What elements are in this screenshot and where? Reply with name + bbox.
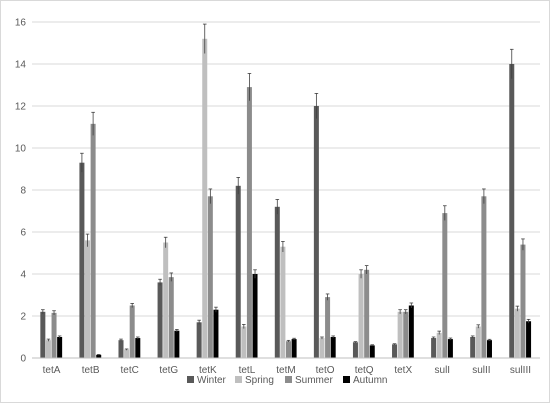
bar-winter-teta	[40, 311, 46, 358]
legend: Winter Spring Summer Autumn	[187, 375, 387, 386]
category-label: tetG	[159, 365, 178, 376]
y-tick-label: 0	[20, 354, 26, 365]
bar-autumn-tetb	[96, 354, 102, 358]
bar-winter-tetx	[392, 344, 398, 358]
bar-summer-sulii	[481, 196, 487, 358]
error-bars	[41, 23, 531, 356]
y-tick-label: 10	[15, 144, 27, 155]
bar-summer-tetx	[403, 311, 409, 358]
bar-autumn-tetx	[408, 305, 414, 358]
bar-spring-tetg	[163, 242, 169, 358]
bar-winter-tetk	[196, 322, 202, 358]
bar-summer-tetb	[90, 123, 96, 358]
bar-winter-tetq	[352, 342, 358, 358]
y-tick-label: 4	[20, 270, 26, 281]
x-axis-category-labels: tetA tetB tetC tetG tetK tetL tetM tetO tetQ tetX…	[43, 365, 531, 376]
bar-autumn-tetg	[174, 330, 180, 358]
bar-spring-tetq	[358, 274, 364, 358]
bar-summer-teto	[325, 297, 331, 358]
bar-spring-tetx	[397, 311, 403, 358]
legend-swatch-spring	[235, 376, 242, 383]
category-label: tetB	[82, 365, 100, 376]
bar-spring-teta	[45, 340, 51, 358]
category-label: tetM	[276, 365, 295, 376]
category-label: sulI	[435, 365, 451, 376]
category-label: sulII	[472, 365, 490, 376]
bar-spring-tetc	[124, 349, 130, 358]
legend-swatch-summer	[285, 376, 292, 383]
legend-label-autumn: Autumn	[353, 375, 387, 386]
bar-spring-suliii	[514, 308, 520, 358]
bar-summer-tetk	[207, 196, 213, 358]
bar-autumn-teta	[57, 337, 63, 358]
legend-label-summer: Summer	[295, 375, 333, 386]
y-tick-label: 2	[20, 312, 26, 323]
bars	[40, 38, 532, 359]
bar-winter-teto	[313, 106, 319, 358]
bar-summer-tetc	[129, 305, 135, 358]
y-axis-tick-labels: 0 2 4 6 8 10 12 14 16	[15, 18, 27, 365]
category-label: tetO	[316, 365, 335, 376]
bar-autumn-suli	[447, 339, 453, 358]
bar-spring-tetb	[85, 240, 91, 358]
bar-summer-tetl	[246, 87, 252, 358]
bar-autumn-suliii	[526, 321, 532, 358]
legend-label-winter: Winter	[197, 375, 227, 386]
bar-winter-sulii	[470, 337, 476, 358]
legend-swatch-autumn	[343, 376, 350, 383]
bar-winter-tetm	[274, 206, 280, 358]
category-label: tetA	[43, 365, 61, 376]
bar-spring-sulii	[475, 326, 481, 358]
category-label: tetX	[394, 365, 412, 376]
bar-autumn-tetl	[252, 274, 258, 358]
gridlines	[32, 21, 540, 317]
bar-spring-tetk	[202, 38, 208, 359]
legend-swatch-winter	[187, 376, 194, 383]
bar-winter-tetc	[118, 340, 124, 358]
bar-spring-tetl	[241, 326, 247, 358]
bar-summer-tetg	[168, 277, 174, 358]
bar-autumn-sulii	[486, 340, 492, 358]
y-tick-label: 16	[15, 18, 27, 29]
category-label: tetL	[239, 365, 256, 376]
bar-summer-suliii	[520, 244, 526, 358]
legend-label-spring: Spring	[245, 375, 274, 386]
y-tick-label: 12	[15, 102, 27, 113]
category-label: tetC	[121, 365, 139, 376]
bar-autumn-tetq	[369, 345, 375, 358]
bar-autumn-tetc	[135, 338, 141, 358]
y-tick-label: 8	[20, 186, 26, 197]
y-tick-label: 6	[20, 228, 26, 239]
bar-summer-tetq	[364, 269, 370, 358]
category-label: sulIII	[510, 365, 531, 376]
bar-winter-suliii	[509, 64, 515, 358]
category-label: tetK	[199, 365, 217, 376]
category-label: tetQ	[355, 365, 374, 376]
bar-summer-suli	[442, 213, 448, 358]
bar-winter-tetb	[79, 162, 85, 358]
bar-summer-tetm	[286, 341, 291, 358]
bar-winter-tetl	[235, 185, 241, 358]
bar-autumn-teto	[330, 337, 336, 358]
bar-spring-teto	[319, 338, 325, 358]
bar-autumn-tetm	[291, 339, 297, 358]
bar-autumn-tetk	[213, 309, 219, 358]
bar-spring-tetm	[280, 246, 286, 358]
y-tick-label: 14	[15, 60, 27, 71]
bar-winter-suli	[431, 338, 437, 358]
bar-spring-suli	[436, 332, 442, 358]
bar-summer-teta	[51, 312, 57, 358]
bar-winter-tetg	[157, 282, 163, 358]
